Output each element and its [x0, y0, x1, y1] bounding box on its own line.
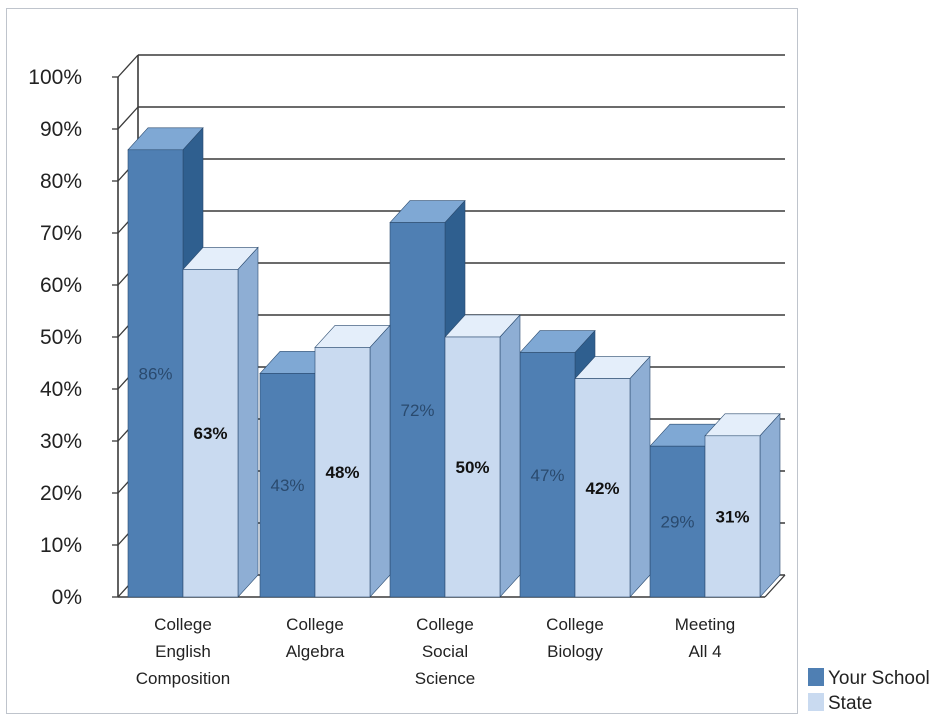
- state-bar-side: [369, 324, 391, 598]
- x-category-label: Algebra: [286, 642, 345, 661]
- your-school-bar: [389, 222, 446, 598]
- x-category-label: All 4: [688, 642, 721, 661]
- x-category-label: College: [286, 615, 344, 634]
- your-school-bar: [259, 373, 316, 598]
- x-category-label: College: [546, 615, 604, 634]
- your-school-value-label: 47%: [530, 466, 564, 485]
- your-school-bar: [127, 149, 184, 598]
- your-school-value-label: 86%: [138, 364, 172, 383]
- state-bar-side: [759, 413, 781, 598]
- y-tick-label: 10%: [40, 534, 82, 557]
- state-bar-side: [237, 246, 259, 598]
- y-tick-label: 0%: [52, 586, 82, 609]
- floor-edge: [764, 574, 786, 598]
- legend-swatch-state: [808, 693, 824, 711]
- y-tick-label: 60%: [40, 274, 82, 297]
- x-category-label: Social: [422, 642, 468, 661]
- state-value-label: 42%: [585, 479, 619, 498]
- your-school-bar: [519, 352, 576, 598]
- state-bar: [574, 378, 631, 598]
- state-value-label: 63%: [193, 424, 227, 443]
- state-value-label: 48%: [325, 463, 359, 482]
- x-category-label: College: [416, 615, 474, 634]
- x-category-label: English: [155, 642, 211, 661]
- y-tick-label: 30%: [40, 430, 82, 453]
- legend-label-your-school: Your School: [828, 668, 930, 689]
- y-tick-label: 100%: [28, 66, 82, 89]
- x-category-label: Biology: [547, 642, 603, 661]
- x-category-label: College: [154, 615, 212, 634]
- state-bar: [314, 347, 371, 598]
- your-school-value-label: 72%: [400, 401, 434, 420]
- y-tick-label: 90%: [40, 118, 82, 141]
- state-bar-side: [499, 314, 521, 598]
- state-value-label: 31%: [715, 507, 749, 526]
- state-bar: [182, 269, 239, 598]
- state-value-label: 50%: [455, 458, 489, 477]
- y-tick-label: 70%: [40, 222, 82, 245]
- x-category-label: Composition: [136, 669, 231, 688]
- x-category-label: Meeting: [675, 615, 735, 634]
- your-school-value-label: 29%: [660, 513, 694, 532]
- gridline-depth: [117, 106, 139, 130]
- chart-frame: [6, 8, 798, 714]
- y-tick-label: 20%: [40, 482, 82, 505]
- y-tick-label: 50%: [40, 326, 82, 349]
- legend-label-state: State: [828, 693, 872, 714]
- y-tick-label: 80%: [40, 170, 82, 193]
- y-tick-label: 40%: [40, 378, 82, 401]
- x-category-label: Science: [415, 669, 475, 688]
- state-bar-side: [629, 355, 651, 598]
- your-school-value-label: 43%: [270, 476, 304, 495]
- state-bar: [444, 336, 501, 598]
- state-bar: [704, 435, 761, 598]
- legend-swatch-your-school: [808, 668, 824, 686]
- gridline-depth: [117, 54, 139, 78]
